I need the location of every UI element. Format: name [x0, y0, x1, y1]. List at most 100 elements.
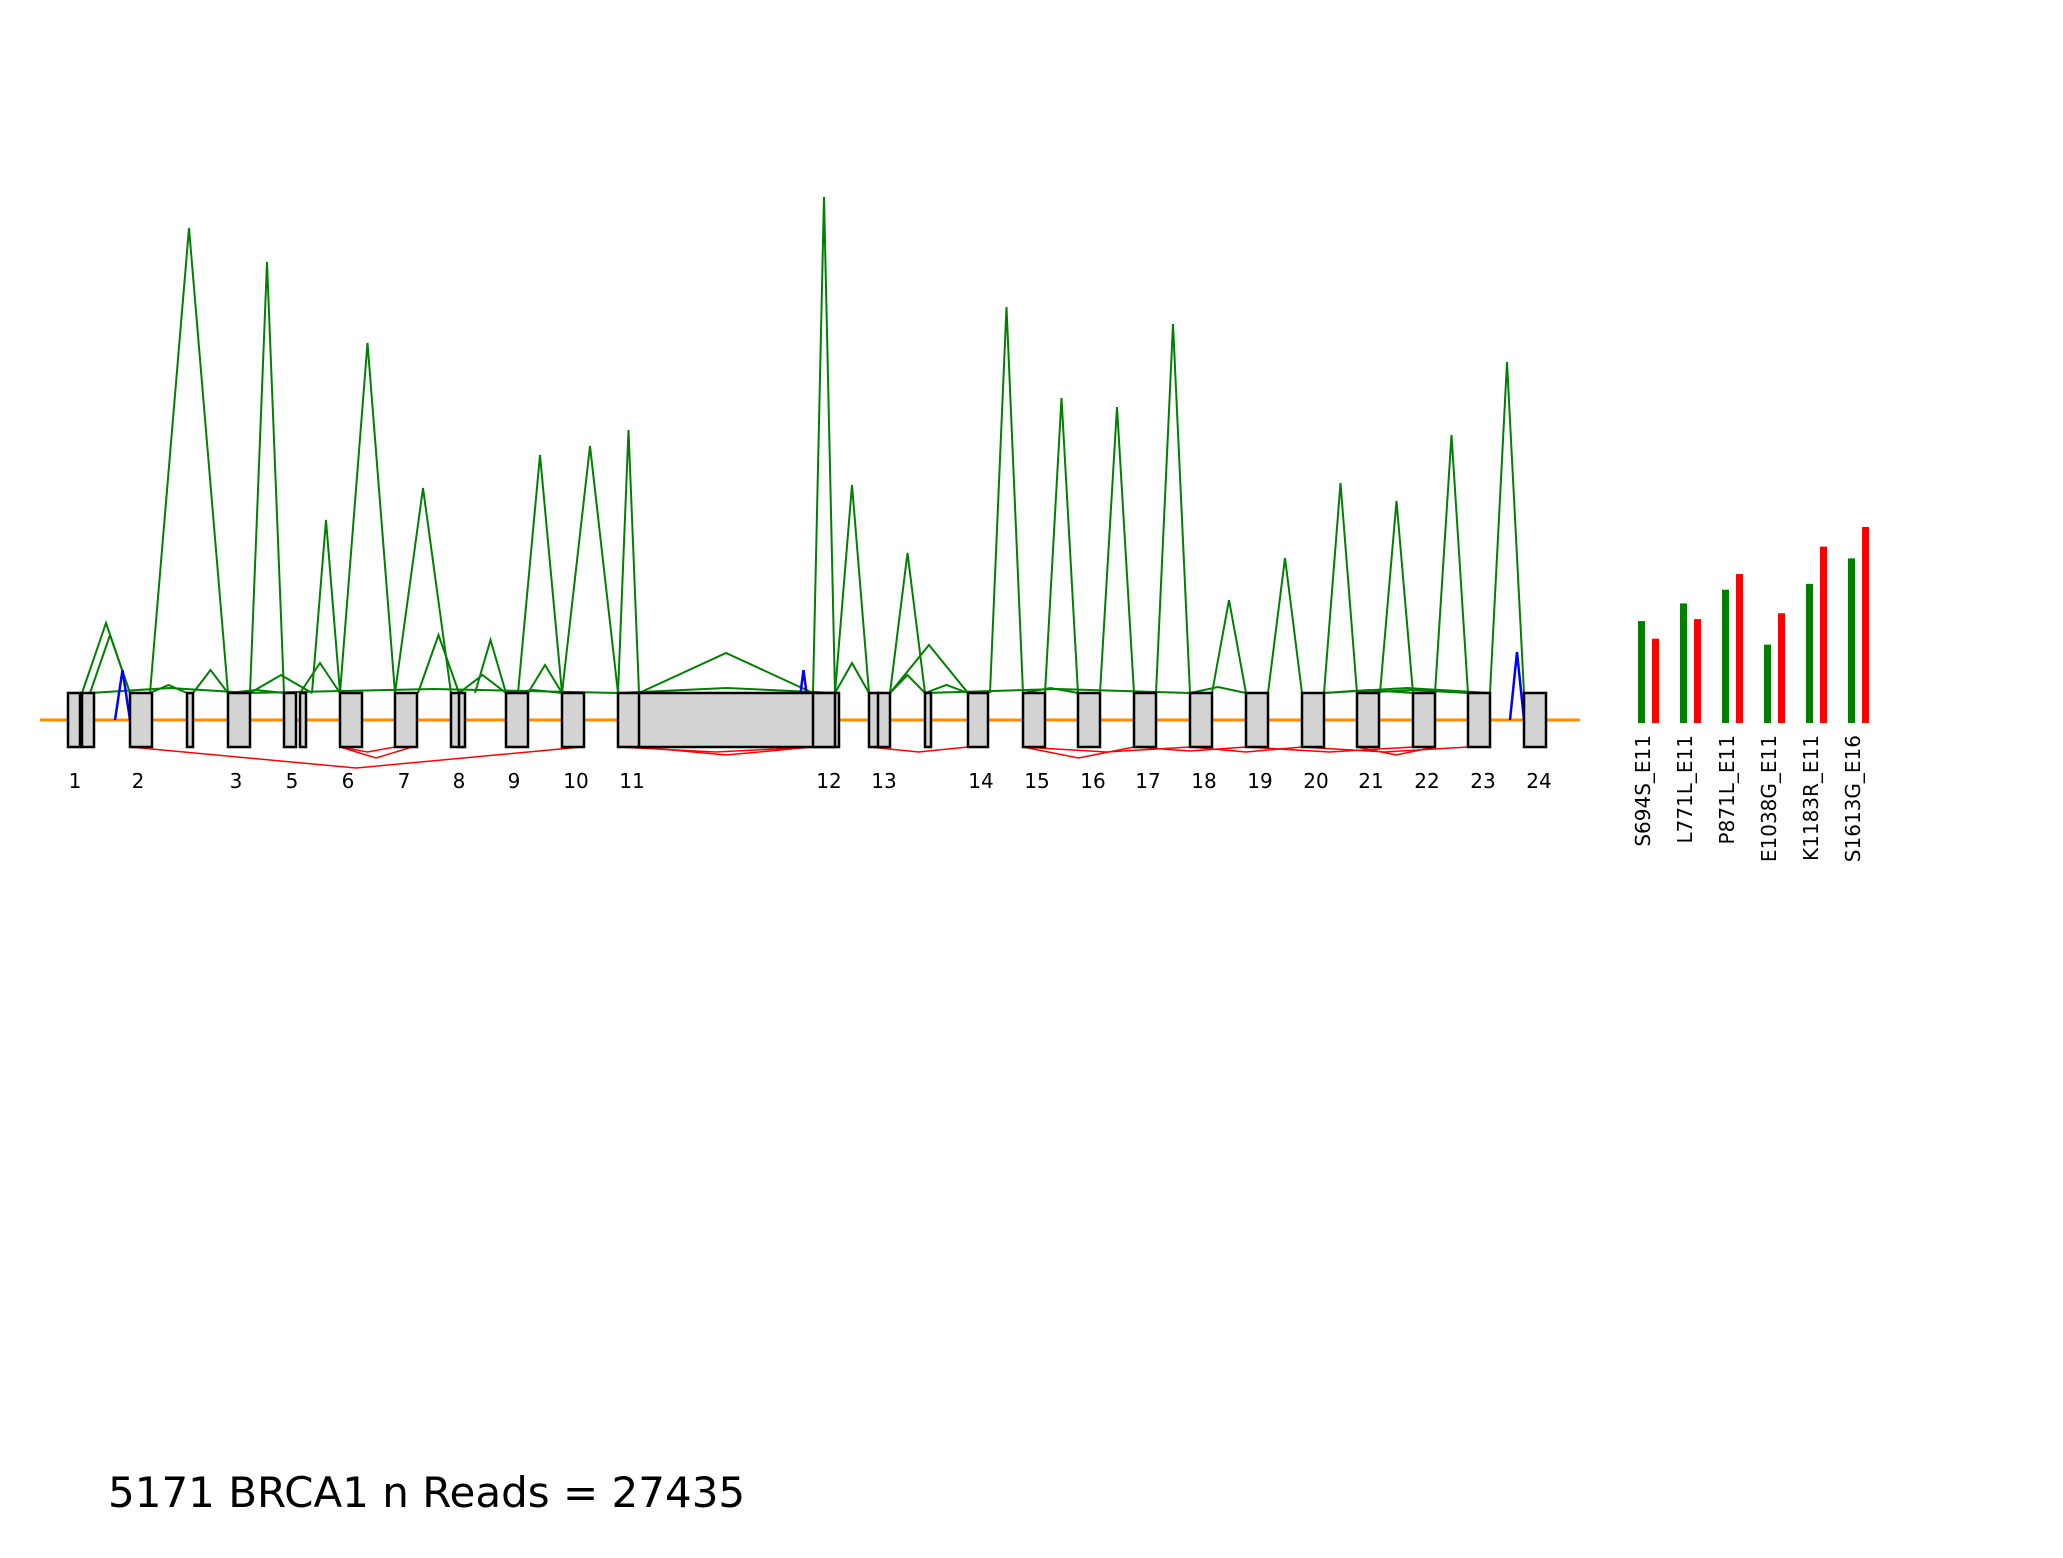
junction-arc-up	[812, 196, 836, 694]
junction-arc-up	[617, 429, 640, 694]
exon-block	[876, 691, 892, 749]
alt-allele-bar	[1652, 638, 1659, 723]
ref-allele-bar	[1638, 621, 1645, 723]
junction-arc-flat	[924, 687, 1191, 694]
exon-block	[504, 691, 530, 749]
exon-block	[393, 691, 419, 749]
exon-label: 9	[508, 769, 521, 793]
variant-allele-bars: S694S_E11 L771L_E11 P871L_E11 E1038G_E11 K11…	[1631, 527, 1869, 862]
exon-block	[1021, 691, 1047, 749]
exon-block	[560, 691, 586, 749]
exon-block	[1411, 691, 1437, 749]
exon-label: 18	[1191, 769, 1216, 793]
exon-block	[1132, 691, 1158, 749]
exon-block	[1076, 691, 1102, 749]
exon-block	[966, 691, 990, 749]
junction-arc-up	[924, 683, 969, 694]
variant-group: S694S_E11	[1631, 621, 1659, 847]
exon-label: 2	[132, 769, 145, 793]
junction-arc-up	[192, 668, 229, 694]
ref-allele-bar	[1764, 644, 1771, 723]
junction-arc-down	[1022, 746, 1135, 759]
exon-label: 19	[1247, 769, 1272, 793]
junction-arc-down	[1133, 746, 1247, 752]
junction-arc-up	[1022, 686, 1079, 694]
junction-arc-up	[561, 445, 619, 694]
junction-arc-up	[834, 660, 870, 694]
variant-label: K1183R_E11	[1799, 735, 1823, 861]
variant-label: S1613G_E16	[1841, 735, 1865, 862]
junction-arc-up	[81, 619, 131, 694]
exon-label: 7	[398, 769, 411, 793]
exon-label: 13	[871, 769, 896, 793]
junction-arc-up	[249, 261, 285, 694]
exon-block	[1188, 691, 1214, 749]
junction-arc-up	[474, 636, 507, 694]
junction-arc-flat	[249, 687, 619, 694]
exon-block	[338, 691, 364, 749]
junction-arc-up	[889, 673, 926, 694]
junction-arc-up	[458, 673, 507, 694]
exon-label: 24	[1526, 769, 1551, 793]
variant-group: P871L_E11	[1715, 574, 1743, 844]
exon-label: 20	[1303, 769, 1328, 793]
exon-label: 11	[619, 769, 644, 793]
junction-arc-up	[1155, 323, 1191, 694]
sample-caption: 5171 BRCA1 n Reads = 27435	[108, 1468, 746, 1517]
junction-arc-up	[1379, 500, 1414, 694]
junction-arc-down	[638, 746, 814, 756]
variant-label: P871L_E11	[1715, 735, 1739, 844]
exon-label: 5	[286, 769, 299, 793]
junction-arc-up	[1099, 406, 1135, 694]
exon-block	[616, 691, 642, 749]
exon-label: 14	[968, 769, 993, 793]
exon-block	[1466, 691, 1492, 749]
exon-block	[637, 691, 841, 749]
junction-arc-up	[394, 487, 452, 694]
alt-allele-bar	[1778, 613, 1785, 723]
junction-arc-up	[989, 306, 1024, 694]
exon-block	[1355, 691, 1381, 749]
junction-arc-flat	[617, 686, 836, 694]
novel-junction-spike	[1508, 651, 1526, 721]
exon-block	[80, 691, 96, 749]
ref-allele-bar	[1806, 583, 1813, 723]
junction-arc-up	[149, 683, 188, 694]
variant-group: E1038G_E11	[1757, 613, 1785, 862]
junction-arc-up	[834, 484, 870, 694]
exon-label: 8	[453, 769, 466, 793]
exon-label: 1	[69, 769, 82, 793]
junction-arc-down	[1245, 746, 1414, 753]
junction-arc-up	[311, 519, 341, 694]
exon-label: 23	[1470, 769, 1495, 793]
junction-arc-up	[1044, 397, 1079, 694]
exon-blocks	[66, 691, 1548, 749]
exon-block	[185, 691, 195, 749]
junction-arc-down	[339, 746, 396, 753]
alt-allele-bar	[1736, 574, 1743, 723]
exon-label: 21	[1358, 769, 1383, 793]
exon-block	[298, 691, 308, 749]
exon-label: 15	[1024, 769, 1049, 793]
exon-block	[282, 691, 298, 749]
junction-arc-down	[129, 746, 583, 769]
ref-allele-bar	[1848, 558, 1855, 723]
exon-label: 6	[342, 769, 355, 793]
novel-junction-spike	[113, 669, 132, 721]
junction-arc-up	[417, 631, 460, 694]
exon-label: 10	[563, 769, 588, 793]
junction-arc-up	[889, 552, 926, 694]
junction-arc-up	[1267, 557, 1303, 694]
junction-arcs	[81, 196, 1526, 769]
exon-block	[923, 691, 933, 749]
exon-label: 3	[230, 769, 243, 793]
alt-allele-bar	[1694, 619, 1701, 723]
variant-group: K1183R_E11	[1799, 546, 1827, 861]
alt-allele-bar	[1862, 527, 1869, 723]
variant-label: L771L_E11	[1673, 735, 1697, 844]
junction-arc-flat	[1323, 686, 1491, 694]
exon-block	[226, 691, 252, 749]
variant-group: L771L_E11	[1673, 603, 1701, 844]
ref-allele-bar	[1722, 589, 1729, 723]
